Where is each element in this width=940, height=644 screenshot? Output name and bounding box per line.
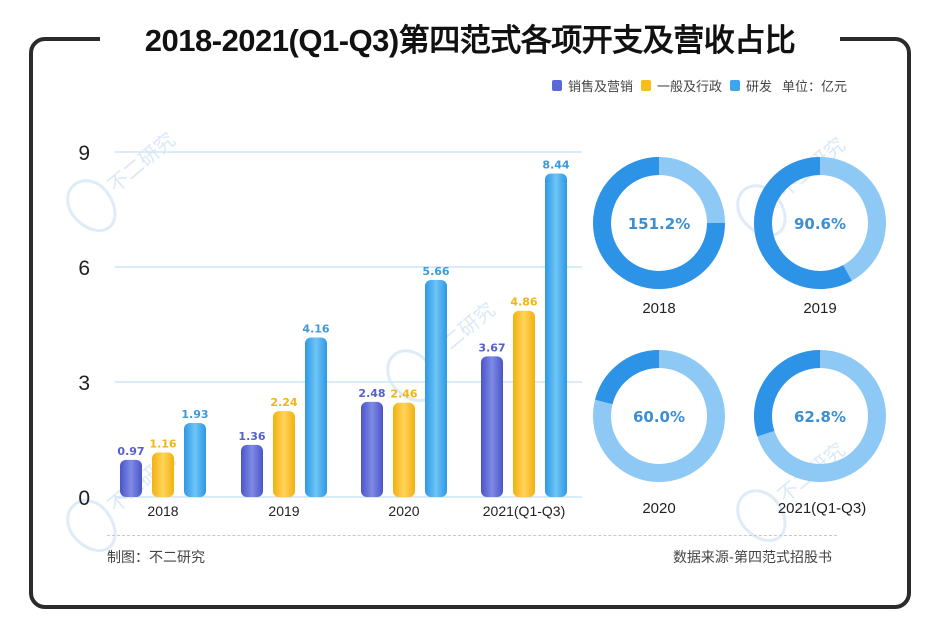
- y-tick-label: 6: [78, 257, 90, 280]
- x-tick-label: 2019: [268, 503, 299, 519]
- data-label: 1.93: [181, 408, 208, 421]
- data-label: 2.48: [358, 387, 385, 400]
- donut-category-label: 2020: [642, 500, 675, 517]
- bar: [241, 444, 263, 497]
- unit-label: 单位：亿元: [782, 80, 848, 95]
- y-tick-label: 3: [78, 372, 90, 395]
- bar: [273, 411, 295, 497]
- donut-chart: 62.8% 2021(Q1-Q3): [754, 350, 886, 517]
- donut-value-label: 151.2%: [628, 215, 690, 233]
- data-label: 4.16: [302, 323, 329, 336]
- chart-frame: [29, 37, 911, 609]
- data-label: 1.36: [238, 430, 265, 443]
- legend: 销售及营销 一般及行政 研发 单位：亿元: [552, 76, 847, 95]
- donut-value-label: 90.6%: [794, 215, 846, 233]
- donut-arc: [595, 350, 660, 405]
- title-bar: 2018-2021(Q1-Q3)第四范式各项开支及营收占比: [100, 14, 840, 60]
- data-label: 1.16: [149, 438, 176, 451]
- donut-arc: [593, 157, 725, 289]
- bar: [184, 423, 206, 497]
- donut-chart: 90.6% 2019: [754, 157, 886, 317]
- donut-chart: 60.0% 2020: [593, 350, 725, 517]
- bar: [425, 280, 447, 497]
- chart-title: 2018-2021(Q1-Q3)第四范式各项开支及营收占比: [144, 22, 796, 58]
- data-label: 2.24: [270, 396, 297, 409]
- donut-value-label: 60.0%: [633, 408, 685, 426]
- donut-value-label: 62.8%: [794, 408, 846, 426]
- donut-arc: [754, 350, 821, 437]
- legend-swatch-sales: [552, 80, 562, 91]
- legend-label-sales: 销售及营销: [568, 80, 634, 95]
- donut-category-label: 2018: [642, 300, 675, 317]
- bar: [361, 401, 383, 497]
- x-tick-label: 2021(Q1-Q3): [483, 503, 565, 519]
- legend-item-sales: 销售及营销: [552, 76, 633, 95]
- data-label: 0.97: [117, 445, 144, 458]
- bars-layer: 0.97 1.16 1.93 2018 1.36 2.24 4.16 2019 2.48 2.46…: [117, 158, 569, 519]
- bar: [120, 459, 142, 497]
- legend-item-admin: 一般及行政: [641, 76, 722, 95]
- footer-divider: [107, 535, 837, 536]
- bar: [481, 356, 503, 497]
- legend-label-rd: 研发: [746, 80, 773, 95]
- donut-layer: 151.2% 2018 90.6% 2019 60.0% 2020 62.8% 2021(Q1…: [593, 157, 886, 517]
- x-tick-label: 2020: [388, 503, 419, 519]
- donut-category-label: 2019: [803, 300, 836, 317]
- data-label: 4.86: [510, 296, 537, 309]
- y-tick-label: 0: [78, 487, 90, 510]
- donut-category-label: 2021(Q1-Q3): [778, 500, 866, 517]
- donut-chart: 151.2% 2018: [593, 157, 725, 317]
- y-tick-label: 9: [78, 142, 90, 165]
- x-tick-label: 2018: [147, 503, 178, 519]
- legend-item-rd: 研发: [730, 76, 772, 95]
- data-label: 8.44: [542, 158, 569, 171]
- data-source: 数据来源-第四范式招股书: [672, 550, 832, 566]
- bar: [545, 173, 567, 497]
- legend-swatch-admin: [641, 80, 652, 91]
- legend-swatch-rd: [730, 80, 741, 91]
- data-label: 3.67: [478, 341, 505, 354]
- data-label: 5.66: [422, 265, 449, 278]
- donut-ring: [593, 350, 725, 482]
- bar: [152, 452, 174, 497]
- data-label: 2.46: [390, 388, 417, 401]
- legend-label-admin: 一般及行政: [657, 80, 723, 95]
- chart-credit: 制图：不二研究: [107, 550, 205, 566]
- bar: [513, 310, 535, 497]
- bar: [393, 402, 415, 497]
- donut-arc: [754, 157, 852, 289]
- bar: [305, 337, 327, 497]
